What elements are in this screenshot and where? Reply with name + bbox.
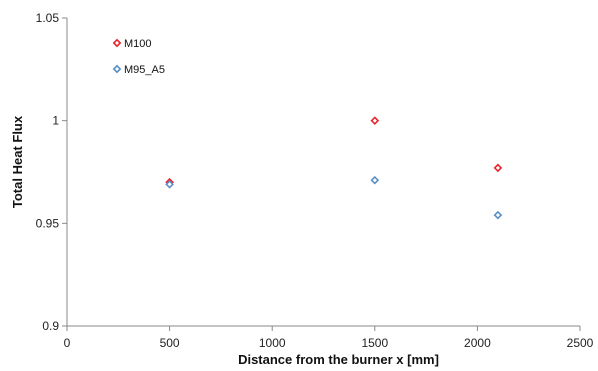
data-point xyxy=(165,179,174,189)
data-points xyxy=(165,116,503,220)
legend-marker xyxy=(112,38,122,48)
tick-labels: 0 500 1000 1500 2000 2500 0.9 0.95 1 1.05 xyxy=(36,11,594,350)
legend-label: M95_A5 xyxy=(124,64,165,76)
y-tick-label: 1.05 xyxy=(36,11,60,25)
legend: M100 M95_A5 xyxy=(112,38,165,76)
x-tick-label: 1000 xyxy=(259,336,286,350)
data-point xyxy=(493,163,503,173)
y-axis-title: Total Heat Flux xyxy=(10,115,25,208)
y-tick-label: 1 xyxy=(52,114,59,128)
legend-label: M100 xyxy=(124,38,152,50)
data-point xyxy=(493,210,503,220)
axes xyxy=(66,18,580,327)
y-tick-label: 0.9 xyxy=(42,319,59,333)
data-point xyxy=(370,175,380,185)
series-m95-a5 xyxy=(165,175,503,220)
series-m100 xyxy=(165,116,503,187)
x-axis-title: Distance from the burner x [mm] xyxy=(238,352,439,367)
legend-marker xyxy=(112,64,122,74)
x-tick-label: 2000 xyxy=(464,336,491,350)
x-tick-label: 0 xyxy=(64,336,71,350)
x-tick-label: 500 xyxy=(160,336,180,350)
x-tick-label: 1500 xyxy=(361,336,388,350)
ticks xyxy=(62,17,581,331)
x-tick-label: 2500 xyxy=(567,336,594,350)
y-tick-label: 0.95 xyxy=(36,216,60,230)
data-point xyxy=(370,116,380,125)
